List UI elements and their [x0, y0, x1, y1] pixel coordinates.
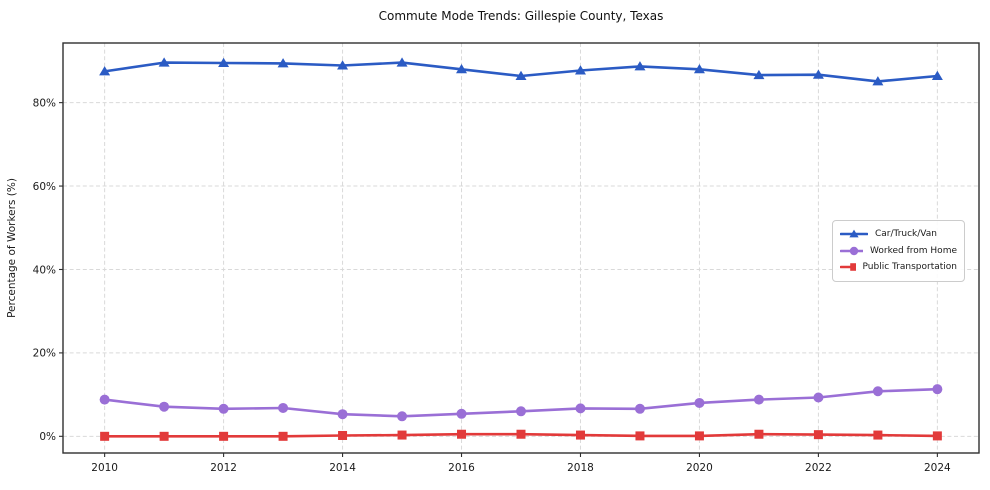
x-tick-label: 2012 [210, 462, 237, 474]
series-worked-from-home [99, 384, 943, 422]
circle-marker [218, 403, 229, 414]
x-tick-label: 2010 [91, 462, 118, 474]
square-marker [457, 429, 467, 439]
square-marker [813, 430, 823, 440]
circle-marker [456, 408, 467, 419]
square-marker [397, 430, 407, 440]
legend-item-label: Worked from Home [870, 245, 957, 256]
y-tick-label: 20% [33, 348, 56, 360]
triangle-marker [849, 229, 859, 238]
y-axis-label: Percentage of Workers (%) [6, 178, 18, 318]
y-tick-label: 60% [33, 181, 56, 193]
plot-frame [62, 42, 980, 454]
circle-marker [278, 402, 289, 413]
circle-marker [575, 403, 586, 414]
worked-from-home-legend-marker-icon [840, 246, 864, 255]
x-tick-label: 2020 [686, 462, 713, 474]
x-tick-label: 2016 [448, 462, 475, 474]
triangle-marker [872, 76, 884, 86]
circle-marker [397, 411, 408, 422]
x-tick-label: 2014 [329, 462, 356, 474]
triangle-marker [277, 58, 289, 68]
square-marker [159, 431, 169, 441]
circle-marker [813, 392, 824, 403]
triangle-marker [99, 66, 111, 76]
triangle-marker [693, 64, 705, 74]
circle-marker [159, 401, 170, 412]
series-car-truck-van [99, 57, 943, 86]
triangle-marker [158, 57, 170, 67]
legend-item-label: Car/Truck/Van [875, 229, 937, 240]
square-marker [635, 431, 645, 441]
square-marker [932, 431, 942, 441]
y-tick-label: 40% [33, 264, 56, 276]
public-transportation-legend-marker-icon [840, 263, 856, 272]
legend-item-car-truck-van: Car/Truck/Van [840, 226, 957, 243]
circle-marker [849, 246, 859, 255]
legend: Car/Truck/Van Worked from Home Public Tran… [832, 220, 965, 282]
triangle-marker [931, 70, 943, 80]
square-marker [100, 431, 110, 441]
square-marker [219, 431, 229, 441]
square-marker [754, 429, 764, 439]
car-truck-van-legend-marker-icon [840, 229, 868, 238]
square-marker [338, 430, 348, 440]
legend-item-worked-from-home: Worked from Home [840, 243, 957, 260]
legend-item-label: Public Transportation [862, 262, 957, 273]
triangle-marker [337, 60, 349, 70]
triangle-marker [396, 57, 408, 67]
series-public-transportation [100, 429, 942, 441]
circle-marker [634, 403, 645, 414]
chart-title: Commute Mode Trends: Gillespie County, T… [378, 9, 664, 23]
square-marker [694, 431, 704, 441]
square-marker [850, 263, 856, 272]
triangle-marker [753, 69, 765, 80]
triangle-marker [812, 69, 824, 79]
circle-marker [337, 409, 348, 420]
square-marker [575, 430, 585, 440]
circle-marker [753, 394, 764, 405]
x-tick-label: 2024 [924, 462, 951, 474]
triangle-marker [634, 61, 646, 71]
square-marker [873, 430, 883, 440]
square-marker [278, 431, 288, 441]
circle-marker [694, 397, 705, 408]
circle-marker [932, 384, 943, 395]
legend-item-public-transportation: Public Transportation [840, 259, 957, 276]
x-tick-label: 2018 [567, 462, 594, 474]
triangle-marker [456, 64, 468, 74]
triangle-marker [218, 57, 230, 68]
square-marker [516, 429, 526, 439]
y-tick-label: 0% [39, 431, 56, 443]
circle-marker [99, 394, 110, 405]
circle-marker [872, 386, 883, 397]
triangle-marker [515, 70, 527, 80]
circle-marker [516, 406, 526, 417]
y-tick-label: 80% [33, 97, 56, 109]
x-tick-label: 2022 [805, 462, 832, 474]
triangle-marker [574, 65, 586, 75]
